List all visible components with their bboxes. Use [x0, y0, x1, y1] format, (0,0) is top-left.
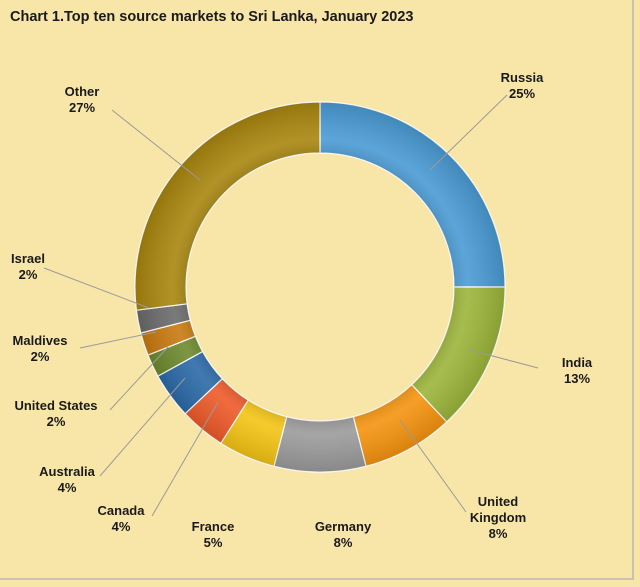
leader-line-other — [111, 109, 201, 181]
data-label-other: Other 27% — [65, 84, 100, 115]
leader-line-canada — [151, 401, 219, 517]
slice-germany — [273, 416, 367, 473]
slice-other — [134, 101, 321, 311]
chart-frame — [0, 0, 634, 580]
chart-title: Chart 1.Top ten source markets to Sri La… — [10, 9, 414, 25]
leader-line-australia — [99, 377, 186, 477]
data-label-india: India 13% — [562, 355, 593, 386]
data-label-israel: Israel 2% — [11, 251, 45, 282]
data-label-france: France 5% — [192, 519, 235, 550]
leader-line-russia — [429, 94, 508, 171]
data-label-maldives: Maldives 2% — [13, 333, 68, 364]
data-label-australia: Australia 4% — [39, 464, 95, 495]
leader-line-united-kingdom — [399, 419, 467, 513]
leader-line-maldives — [79, 331, 157, 349]
data-label-united-kingdom: United Kingdom 8% — [470, 494, 526, 541]
data-label-russia: Russia 25% — [501, 70, 544, 101]
data-label-germany: Germany 8% — [315, 519, 372, 550]
data-label-canada: Canada 4% — [98, 503, 146, 534]
leader-line-india — [469, 349, 539, 369]
leader-line-israel — [43, 267, 150, 309]
slice-russia — [319, 101, 506, 288]
data-label-united-states: United States 2% — [14, 398, 97, 429]
leader-line-united-states — [109, 346, 169, 411]
